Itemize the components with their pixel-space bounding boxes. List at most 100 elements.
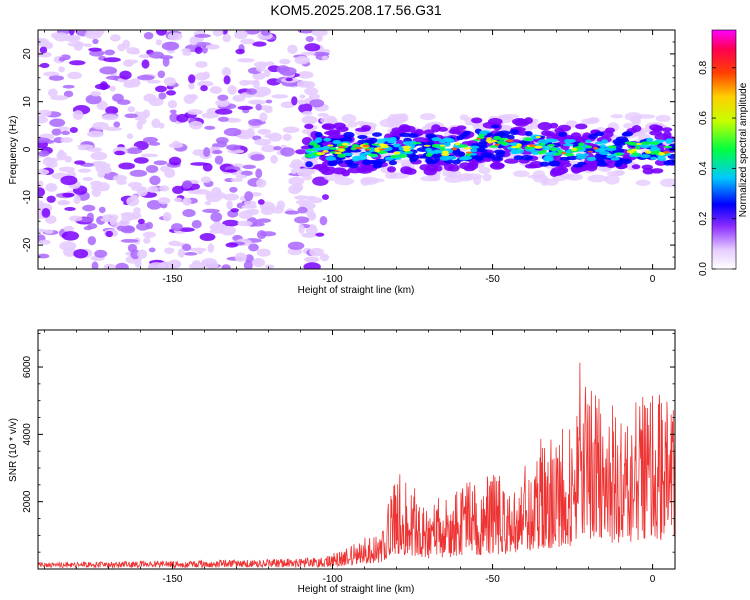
- spectrogram-cell: [280, 101, 295, 109]
- spectrogram-cell: [264, 107, 273, 114]
- spectrogram-cell: [448, 129, 462, 135]
- spectrogram-cell: [87, 130, 104, 138]
- spectrogram-cell: [240, 170, 253, 176]
- spectrogram-cell: [103, 57, 121, 63]
- spectrogram-cell: [585, 145, 593, 149]
- spectrogram-cell: [596, 162, 608, 167]
- snr-series-line: [38, 362, 675, 569]
- spectrogram-cell: [487, 140, 494, 144]
- spectrogram-cell: [181, 243, 192, 252]
- spectrogram-xlabel: Height of straight line (km): [298, 285, 415, 296]
- spectrogram-cell: [121, 212, 133, 222]
- spectrogram-cell: [451, 147, 458, 151]
- spectrogram-cell: [87, 236, 97, 246]
- spectrogram-cell: [447, 164, 460, 172]
- spectrogram-cell: [137, 74, 155, 81]
- spectrogram-cell: [235, 174, 248, 179]
- spectrogram-cell: [240, 130, 256, 138]
- spectrogram-cell: [141, 59, 150, 69]
- spectrogram-cell: [332, 122, 346, 130]
- spectrogram-cell: [189, 120, 203, 130]
- spectrogram-cell: [68, 30, 75, 36]
- spectrogram-cell: [525, 130, 533, 137]
- spectrogram-cell: [250, 154, 265, 161]
- spectrogram-cell: [357, 167, 373, 174]
- spectrogram-ytick-label: 0: [22, 146, 33, 152]
- spectrogram-cell: [341, 142, 349, 146]
- spectrogram-cell: [295, 149, 307, 155]
- spectrogram-cell: [101, 114, 119, 121]
- spectrogram-cell: [69, 127, 78, 133]
- spectrogram-cell: [256, 248, 271, 257]
- spectrogram-cell: [223, 127, 242, 137]
- spectrogram-cell: [264, 264, 275, 269]
- spectrogram-cell: [338, 145, 346, 149]
- spectrogram-cell: [210, 224, 225, 231]
- spectrogram-cell: [498, 137, 509, 141]
- spectrogram-cell: [328, 147, 337, 150]
- spectrogram-cell: [123, 79, 141, 87]
- spectrogram-cell: [88, 47, 102, 52]
- spectrogram-cell: [38, 37, 50, 47]
- spectrogram-cell: [319, 253, 330, 262]
- spectrogram-cell: [489, 161, 505, 170]
- spectrogram-cell: [516, 143, 522, 147]
- spectrogram-cell: [64, 207, 76, 211]
- spectrogram-cell: [504, 158, 519, 164]
- spectrogram-cell: [493, 135, 502, 140]
- spectrogram-cell: [425, 147, 432, 152]
- spectrogram-cell: [548, 160, 561, 167]
- spectrogram-cell: [378, 143, 386, 146]
- spectrogram-cell: [104, 49, 116, 56]
- spectrogram-cell: [39, 46, 48, 54]
- spectrogram-cell: [96, 100, 108, 111]
- spectrogram-cell: [209, 86, 222, 94]
- spectrogram-cell: [148, 262, 166, 269]
- spectrogram-cell: [388, 160, 398, 166]
- colorbar-tick-label: 0.0: [698, 262, 709, 276]
- spectrogram-cell: [482, 173, 492, 182]
- spectrogram-cell: [212, 30, 224, 37]
- spectrogram-cell: [255, 103, 262, 111]
- spectrogram-cell: [305, 35, 314, 43]
- spectrogram-cell: [115, 262, 129, 269]
- spectrogram-cell: [260, 30, 271, 36]
- spectrogram-cell: [301, 115, 318, 125]
- spectrogram-cell: [230, 178, 244, 182]
- spectrogram-cell: [146, 79, 161, 84]
- spectrogram-cell: [663, 145, 673, 149]
- spectrogram-cell: [58, 56, 66, 62]
- spectrogram-cell: [136, 120, 144, 130]
- spectrogram-cell: [225, 242, 239, 248]
- spectrogram-cell: [226, 200, 233, 210]
- spectrogram-cell: [613, 169, 625, 176]
- spectrogram-cell: [402, 148, 411, 152]
- spectrogram-cell: [537, 150, 546, 155]
- spectrogram-cell: [587, 150, 593, 153]
- spectrogram-cell: [78, 146, 88, 151]
- spectrogram-cell: [195, 72, 209, 81]
- spectrogram-cell: [351, 144, 360, 148]
- spectrogram-cell: [105, 106, 119, 115]
- spectrogram-cell: [223, 75, 231, 85]
- snr-ylabel: SNR (10 * v/v): [8, 418, 19, 482]
- spectrogram-cell: [112, 174, 128, 182]
- spectrogram-cell: [311, 30, 328, 37]
- spectrogram-cell: [651, 168, 664, 174]
- spectrogram-cell: [302, 173, 313, 181]
- spectrogram-cell: [252, 41, 267, 47]
- spectrogram-cell: [221, 67, 231, 77]
- spectrogram-cell: [423, 167, 437, 176]
- spectrogram-cell: [161, 41, 180, 51]
- spectrogram-cell: [84, 30, 102, 40]
- spectrogram-cell: [547, 143, 556, 147]
- spectrogram-cell: [68, 60, 86, 66]
- spectrogram-cell: [635, 179, 651, 186]
- spectrogram-cell: [58, 126, 70, 131]
- spectrogram-cell: [297, 99, 308, 105]
- spectrogram-cell: [522, 137, 533, 142]
- spectrogram-cell: [604, 127, 615, 134]
- spectrogram-cell: [458, 144, 469, 148]
- spectrogram-cell: [539, 161, 550, 167]
- spectrogram-cell: [204, 260, 219, 269]
